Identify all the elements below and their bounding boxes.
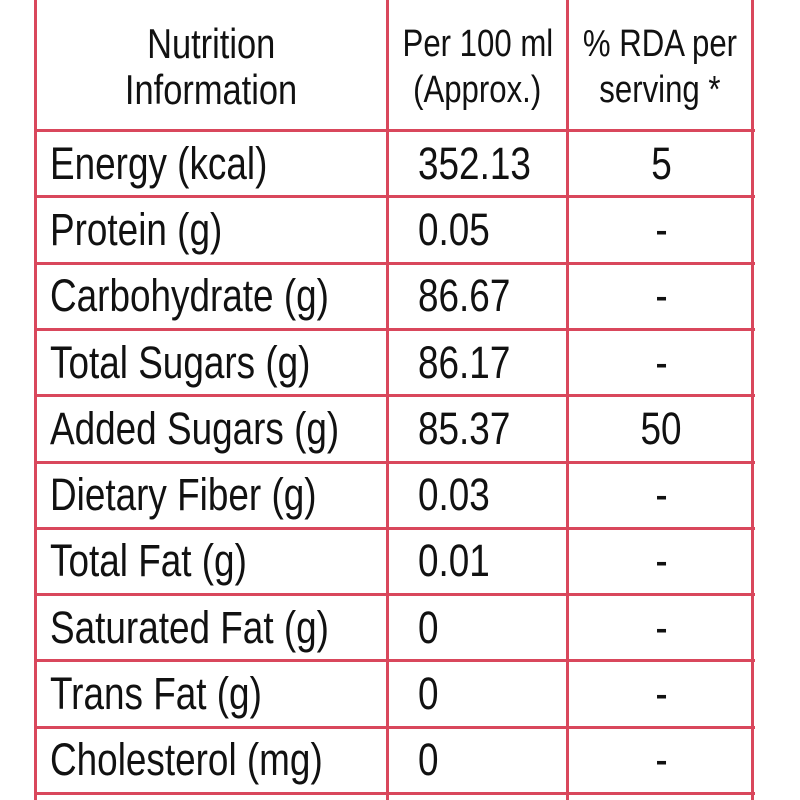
- row-divider: [35, 725, 755, 729]
- nutrient-value: 0: [418, 668, 439, 720]
- nutrient-value-cell: 0: [418, 729, 568, 792]
- nutrient-value: 0.05: [418, 203, 490, 255]
- column-divider-1: [386, 0, 389, 800]
- nutrient-value-cell: 86.67: [418, 265, 568, 328]
- nutrient-name: Cholesterol (mg): [50, 734, 323, 786]
- nutrient-name-cell: Protein (g): [50, 198, 380, 261]
- nutrient-name-cell: Added Sugars (g): [50, 397, 380, 460]
- header-nutrition-information: Nutrition Information: [37, 8, 386, 126]
- row-divider: [35, 261, 755, 265]
- nutrient-name-cell: Dietary Fiber (g): [50, 464, 380, 527]
- nutrient-name-cell: Total Fat (g): [50, 530, 380, 593]
- nutrient-value: 352.13: [418, 137, 531, 189]
- nutrient-name: Carbohydrate (g): [50, 270, 329, 322]
- nutrient-name-cell: Saturated Fat (g): [50, 596, 380, 659]
- nutrient-rda: -: [655, 668, 668, 720]
- nutrient-value: 0.03: [418, 469, 490, 521]
- nutrient-value-cell: 0.01: [418, 530, 568, 593]
- nutrient-rda: -: [655, 270, 668, 322]
- row-divider: [35, 327, 755, 331]
- nutrient-name: Total Fat (g): [50, 535, 247, 587]
- nutrient-value-cell: 86.17: [418, 331, 568, 394]
- nutrient-rda-cell: -: [571, 331, 752, 394]
- nutrient-rda: 5: [651, 137, 672, 189]
- nutrient-value: 86.67: [418, 270, 511, 322]
- header-text: Per 100 ml: [402, 23, 553, 65]
- nutrient-value-cell: 0.03: [418, 464, 568, 527]
- nutrient-name-cell: Trans Fat (g): [50, 662, 380, 725]
- row-divider: [35, 195, 755, 199]
- nutrient-name-cell: Total Sugars (g): [50, 331, 380, 394]
- nutrient-name: Energy (kcal): [50, 137, 268, 189]
- row-divider: [35, 659, 755, 663]
- nutrient-rda-cell: -: [571, 198, 752, 261]
- nutrient-value-cell: 0: [418, 662, 568, 725]
- nutrient-rda: -: [655, 336, 668, 388]
- table-border-left: [34, 0, 37, 800]
- header-text: (Approx.): [413, 69, 542, 111]
- row-divider: [35, 460, 755, 464]
- nutrient-rda-cell: 50: [571, 397, 752, 460]
- nutrient-name: Total Sugars (g): [50, 336, 311, 388]
- nutrient-rda: -: [655, 203, 668, 255]
- nutrient-value-cell: 85.37: [418, 397, 568, 460]
- nutrient-rda-cell: 5: [571, 132, 752, 195]
- nutrient-rda: -: [655, 601, 668, 653]
- nutrient-name: Protein (g): [50, 203, 223, 255]
- nutrient-name: Trans Fat (g): [50, 668, 262, 720]
- nutrient-value: 86.17: [418, 336, 511, 388]
- nutrient-rda: -: [655, 535, 668, 587]
- row-divider: [35, 593, 755, 597]
- nutrient-rda: -: [655, 469, 668, 521]
- nutrient-rda-cell: -: [571, 464, 752, 527]
- nutrient-value-cell: 0.05: [418, 198, 568, 261]
- nutrient-value-cell: 0: [418, 596, 568, 659]
- header-text: % RDA per: [582, 23, 738, 65]
- nutrient-rda: -: [655, 734, 668, 786]
- header-text: Nutrition: [147, 20, 276, 67]
- nutrient-name: Saturated Fat (g): [50, 601, 329, 653]
- nutrient-value: 0: [418, 734, 439, 786]
- row-divider: [35, 394, 755, 398]
- nutrient-rda: 50: [640, 402, 683, 454]
- nutrient-rda-cell: -: [571, 662, 752, 725]
- nutrient-value-cell: 352.13: [418, 132, 568, 195]
- row-divider: [35, 792, 755, 795]
- nutrient-name: Dietary Fiber (g): [50, 469, 317, 521]
- header-text: serving *: [599, 69, 721, 111]
- header-text: Information: [125, 66, 298, 113]
- table-border-right: [751, 0, 754, 800]
- row-divider: [35, 526, 755, 530]
- header-rda: % RDA per serving *: [569, 8, 751, 126]
- nutrient-rda-cell: -: [571, 265, 752, 328]
- column-divider-2: [566, 0, 569, 800]
- nutrient-value: 0: [418, 601, 439, 653]
- nutrient-value: 85.37: [418, 402, 511, 454]
- nutrient-name-cell: Energy (kcal): [50, 132, 380, 195]
- nutrient-name-cell: Cholesterol (mg): [50, 729, 380, 792]
- nutrient-name: Added Sugars (g): [50, 402, 340, 454]
- nutrient-value: 0.01: [418, 535, 490, 587]
- nutrient-rda-cell: -: [571, 530, 752, 593]
- nutrient-rda-cell: -: [571, 729, 752, 792]
- nutrient-rda-cell: -: [571, 596, 752, 659]
- nutrient-name-cell: Carbohydrate (g): [50, 265, 380, 328]
- header-per-100ml: Per 100 ml (Approx.): [389, 8, 566, 126]
- row-divider: [35, 129, 755, 132]
